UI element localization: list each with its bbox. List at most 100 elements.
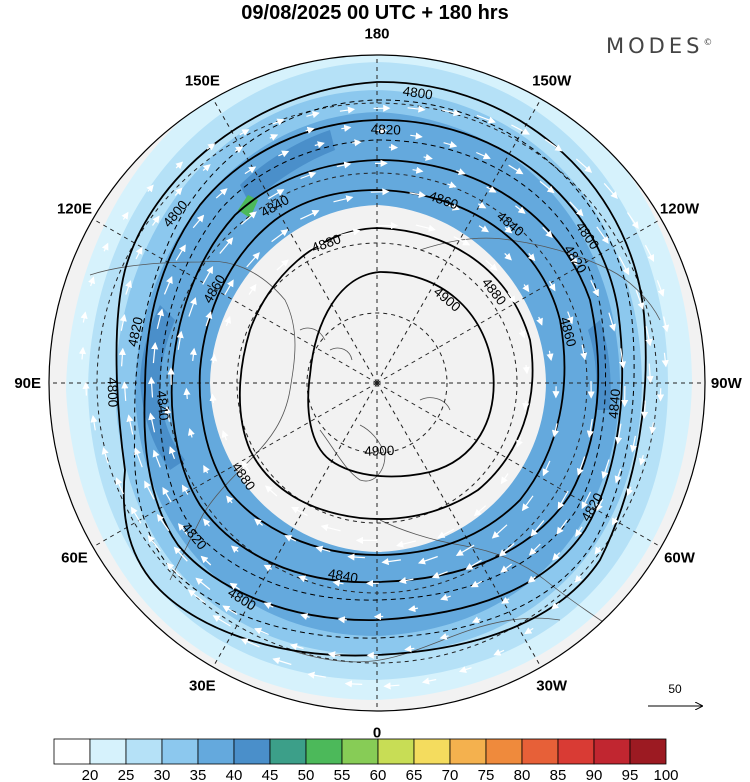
wind-arrow	[192, 214, 205, 229]
wind-arrow	[408, 605, 419, 613]
wind-arrow	[614, 468, 622, 484]
wind-arrow	[470, 580, 483, 588]
wind-arrow	[125, 280, 132, 295]
wind-arrow	[263, 564, 272, 572]
wind-arrow	[263, 602, 274, 609]
brand-name: MODES	[606, 34, 704, 58]
wind-arrow	[163, 275, 173, 295]
wind-arrow	[168, 446, 176, 460]
wind-arrow	[574, 574, 583, 583]
colorbar-swatch	[161, 738, 199, 765]
wind-arrow	[239, 129, 250, 136]
contour-4880	[238, 227, 534, 520]
wind-arrow	[644, 244, 655, 262]
wind-arrow	[164, 406, 172, 422]
longitude-label: 30W	[536, 678, 568, 695]
wind-arrow	[515, 205, 526, 214]
colorbar-label: 95	[622, 767, 639, 782]
wind-arrow	[601, 459, 610, 479]
map-disk: 4800480048004800480048204820482048204820…	[49, 55, 705, 711]
wind-arrow	[516, 437, 523, 448]
wind-arrow	[305, 126, 315, 134]
colorbar-label: 30	[154, 767, 171, 782]
longitude-label: 60E	[61, 550, 88, 567]
wind-arrow	[162, 487, 172, 503]
wind-band-40	[135, 112, 620, 636]
wind-arrow	[581, 491, 592, 510]
colorbar-label: 60	[370, 767, 387, 782]
wind-arrow	[151, 342, 159, 364]
contour-label: 4860	[557, 315, 579, 348]
wind-arrow	[507, 292, 516, 304]
wind-arrow	[441, 109, 461, 117]
wind-arrow	[596, 226, 609, 244]
contour-label: 4840	[154, 390, 172, 421]
colorbar-swatch	[125, 738, 163, 765]
wind-arrow	[148, 412, 156, 433]
wind-arrow	[542, 460, 551, 477]
wind-arrow	[306, 111, 320, 119]
wind-arrow	[130, 506, 142, 524]
wind-arrow	[271, 229, 289, 243]
wind-arrow	[215, 188, 228, 199]
wind-arrow	[566, 311, 574, 325]
colorbar-label: 35	[190, 767, 207, 782]
map-title: 09/08/2025 00 UTC + 180 hrs	[241, 2, 509, 24]
wind-arrow	[556, 519, 568, 535]
wind-arrow	[146, 184, 154, 193]
wind-arrow	[209, 393, 217, 403]
wind-arrow	[439, 632, 449, 640]
wind-arrow	[521, 495, 534, 512]
colorbar-label: 80	[514, 767, 531, 782]
colorbar-swatch	[449, 738, 487, 765]
wind-arrow	[183, 387, 191, 399]
wind-arrow	[638, 455, 646, 466]
colorbar-swatch	[269, 738, 307, 765]
wind-arrow	[174, 187, 183, 196]
wind-arrow	[152, 449, 161, 468]
meridian-line	[212, 98, 378, 384]
wind-arrow	[189, 347, 197, 361]
contour-label: 4840	[327, 566, 359, 586]
colorbar-swatch	[593, 738, 631, 765]
wind-arrow	[230, 545, 239, 553]
wind-arrow	[333, 195, 354, 203]
wind-arrow	[511, 124, 530, 135]
wind-arrow	[551, 423, 559, 438]
wind-arrow	[536, 316, 543, 326]
colorbar-swatch	[341, 738, 379, 765]
wind-arrow	[339, 106, 356, 114]
wind-arrow	[629, 435, 638, 453]
longitude-label: 150W	[532, 72, 572, 89]
wind-arrow	[458, 666, 472, 673]
wind-arrow	[493, 648, 505, 656]
longitude-label: 90W	[711, 375, 743, 392]
longitude-label: 120W	[660, 200, 700, 217]
wind-arrow	[645, 326, 653, 347]
colorbar-label: 20	[82, 767, 99, 782]
wind-arrow	[415, 224, 436, 232]
map-border	[48, 54, 706, 712]
wind-arrow	[248, 283, 257, 295]
wind-arrow	[347, 553, 366, 561]
wind-arrow	[121, 211, 129, 220]
wind-arrow	[175, 244, 186, 261]
colorbar-label: 75	[478, 767, 495, 782]
wind-arrow	[188, 297, 197, 317]
colorbar-swatch	[629, 738, 667, 765]
colorbar-label: 55	[334, 767, 351, 782]
wind-arrow	[90, 415, 98, 431]
meridian-line	[376, 218, 662, 384]
contour-label: 4840	[606, 388, 624, 419]
wind-arrow	[234, 146, 244, 154]
wind-arrow	[615, 423, 623, 445]
colorbar-label: 50	[298, 767, 315, 782]
wind-arrow	[221, 430, 229, 441]
wind-arrow	[187, 589, 206, 604]
wind-arrow	[478, 225, 490, 233]
wind-arrow	[187, 428, 195, 438]
wind-arrow	[203, 464, 210, 474]
wind-arrow	[471, 616, 481, 623]
wind-arrow	[504, 252, 512, 261]
wind-arrow	[224, 279, 234, 296]
